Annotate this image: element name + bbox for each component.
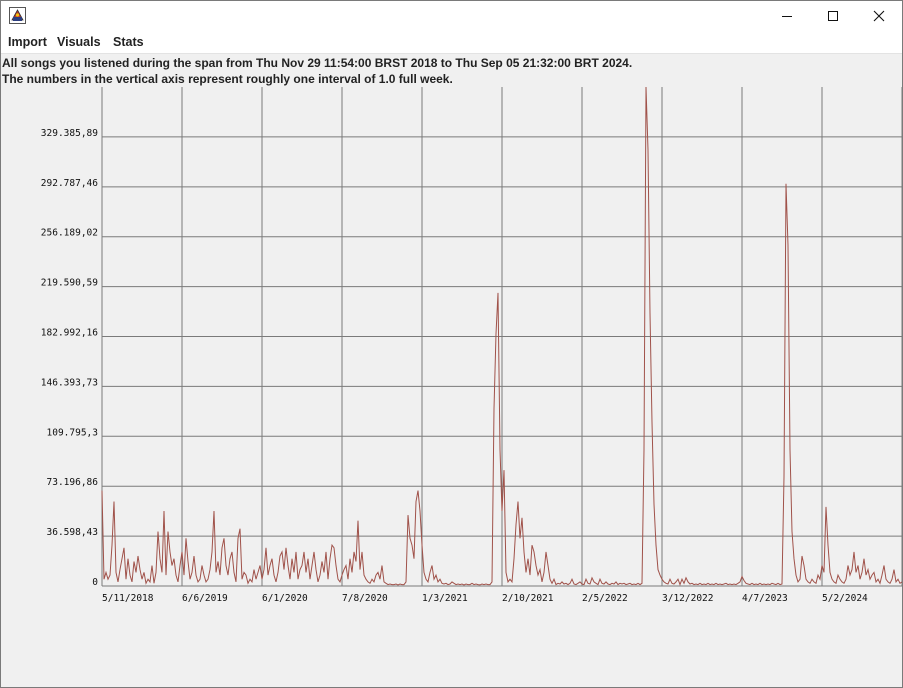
x-tick-label: 1/3/2021 <box>422 593 468 604</box>
x-tick-label: 6/6/2019 <box>182 593 228 604</box>
series-line <box>101 87 902 587</box>
x-tick-label: 4/7/2023 <box>742 593 788 604</box>
y-tick-label: 292.787,46 <box>41 178 98 189</box>
menu-visuals[interactable]: Visuals <box>57 35 101 49</box>
x-tick-label: 2/5/2022 <box>582 593 628 604</box>
minimize-button[interactable] <box>764 1 810 31</box>
y-tick-label: 219.590,59 <box>41 278 98 289</box>
maximize-button[interactable] <box>810 1 856 31</box>
y-tick-label: 256.189,02 <box>41 228 98 239</box>
close-icon <box>873 10 885 22</box>
java-app-icon <box>9 7 26 24</box>
listening-chart: 5/11/2018 6/6/2019 6/1/2020 7/8/2020 1/3/202… <box>41 87 902 604</box>
menu-stats[interactable]: Stats <box>113 35 144 49</box>
x-tick-label: 7/8/2020 <box>342 593 388 604</box>
title-bar[interactable] <box>1 1 902 31</box>
menu-import[interactable]: Import <box>8 35 47 49</box>
close-button[interactable] <box>856 1 902 31</box>
info-line-span: All songs you listened during the span f… <box>2 56 633 70</box>
y-tick-label: 329.385,89 <box>41 128 98 139</box>
y-tick-label: 0 <box>92 577 98 588</box>
x-tick-label: 5/2/2024 <box>822 593 868 604</box>
minimize-icon <box>782 16 792 17</box>
y-tick-label: 73.196,86 <box>47 477 99 488</box>
maximize-icon <box>828 11 838 21</box>
y-tick-label: 109.795,3 <box>47 427 98 438</box>
y-tick-label: 182.992,16 <box>41 328 98 339</box>
x-tick-label: 2/10/2021 <box>502 593 554 604</box>
menu-bar: Import Visuals Stats <box>1 31 902 54</box>
x-tick-label: 5/11/2018 <box>102 593 154 604</box>
y-tick-label: 146.393,73 <box>41 377 98 388</box>
y-tick-label: 36.598,43 <box>47 527 98 538</box>
x-tick-label: 6/1/2020 <box>262 593 308 604</box>
info-line-interval: The numbers in the vertical axis represe… <box>2 72 453 86</box>
x-tick-label: 3/12/2022 <box>662 593 713 604</box>
